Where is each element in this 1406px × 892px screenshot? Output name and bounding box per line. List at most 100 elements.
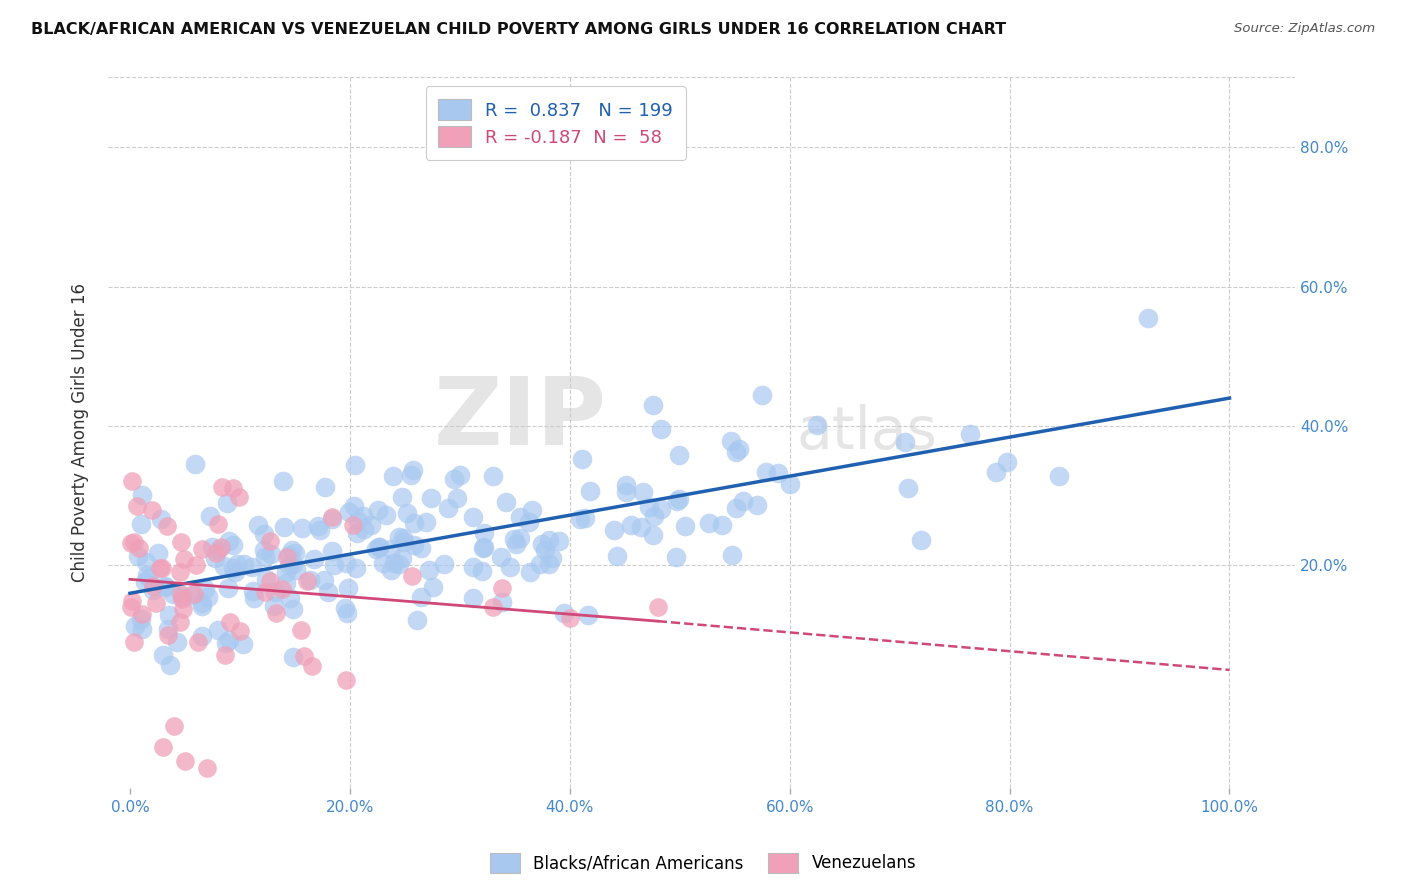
- Point: [214, 648, 236, 662]
- Point: [725, 501, 748, 516]
- Point: [336, 581, 359, 595]
- Point: [668, 492, 690, 507]
- Point: [995, 455, 1018, 469]
- Point: [314, 480, 336, 494]
- Point: [316, 585, 339, 599]
- Point: [665, 549, 688, 564]
- Point: [576, 607, 599, 622]
- Point: [558, 610, 581, 624]
- Point: [174, 754, 197, 768]
- Point: [728, 442, 751, 457]
- Point: [246, 518, 269, 533]
- Point: [263, 599, 285, 614]
- Point: [253, 550, 276, 565]
- Point: [630, 520, 652, 534]
- Point: [531, 537, 554, 551]
- Point: [402, 463, 425, 477]
- Point: [198, 509, 221, 524]
- Point: [191, 599, 214, 614]
- Point: [337, 505, 360, 519]
- Point: [149, 561, 172, 575]
- Point: [214, 636, 236, 650]
- Point: [152, 648, 174, 662]
- Point: [284, 563, 307, 577]
- Point: [638, 500, 661, 514]
- Point: [509, 532, 531, 546]
- Point: [156, 628, 179, 642]
- Point: [614, 485, 637, 500]
- Point: [180, 588, 202, 602]
- Point: [720, 434, 742, 448]
- Point: [156, 622, 179, 636]
- Point: [224, 566, 246, 580]
- Point: [533, 543, 555, 558]
- Point: [668, 448, 690, 462]
- Point: [229, 624, 252, 638]
- Point: [163, 719, 186, 733]
- Point: [395, 506, 418, 520]
- Point: [292, 648, 315, 663]
- Text: Source: ZipAtlas.com: Source: ZipAtlas.com: [1234, 22, 1375, 36]
- Point: [643, 508, 665, 523]
- Point: [724, 444, 747, 458]
- Point: [896, 482, 918, 496]
- Point: [579, 484, 602, 499]
- Point: [538, 533, 561, 547]
- Point: [755, 465, 778, 479]
- Point: [273, 519, 295, 533]
- Point: [131, 607, 153, 621]
- Point: [221, 561, 243, 575]
- Point: [169, 615, 191, 629]
- Point: [204, 550, 226, 565]
- Point: [335, 556, 357, 570]
- Point: [461, 559, 484, 574]
- Point: [779, 476, 801, 491]
- Point: [152, 561, 174, 575]
- Point: [276, 550, 298, 565]
- Point: [422, 580, 444, 594]
- Point: [233, 557, 256, 571]
- Point: [271, 474, 294, 488]
- Point: [894, 435, 917, 450]
- Point: [321, 544, 343, 558]
- Point: [142, 582, 165, 597]
- Point: [419, 491, 441, 505]
- Point: [472, 541, 495, 555]
- Point: [157, 608, 180, 623]
- Point: [606, 549, 628, 563]
- Point: [183, 587, 205, 601]
- Point: [910, 533, 932, 547]
- Point: [281, 557, 304, 571]
- Point: [221, 538, 243, 552]
- Point: [218, 633, 240, 648]
- Point: [131, 517, 153, 532]
- Point: [344, 561, 367, 575]
- Point: [159, 657, 181, 672]
- Point: [346, 526, 368, 541]
- Y-axis label: Child Poverty Among Girls Under 16: Child Poverty Among Girls Under 16: [72, 284, 89, 582]
- Point: [276, 565, 298, 579]
- Point: [298, 573, 321, 587]
- Point: [321, 509, 343, 524]
- Point: [264, 606, 287, 620]
- Point: [571, 451, 593, 466]
- Point: [482, 469, 505, 483]
- Point: [959, 426, 981, 441]
- Point: [733, 494, 755, 508]
- Point: [391, 531, 413, 545]
- Point: [153, 580, 176, 594]
- Point: [401, 467, 423, 482]
- Point: [380, 563, 402, 577]
- Point: [253, 585, 276, 599]
- Point: [529, 558, 551, 572]
- Point: [281, 601, 304, 615]
- Point: [614, 478, 637, 492]
- Point: [360, 518, 382, 533]
- Point: [228, 490, 250, 504]
- Point: [135, 568, 157, 582]
- Point: [347, 514, 370, 528]
- Text: ZIP: ZIP: [434, 373, 607, 465]
- Point: [191, 541, 214, 556]
- Point: [170, 534, 193, 549]
- Point: [374, 508, 396, 523]
